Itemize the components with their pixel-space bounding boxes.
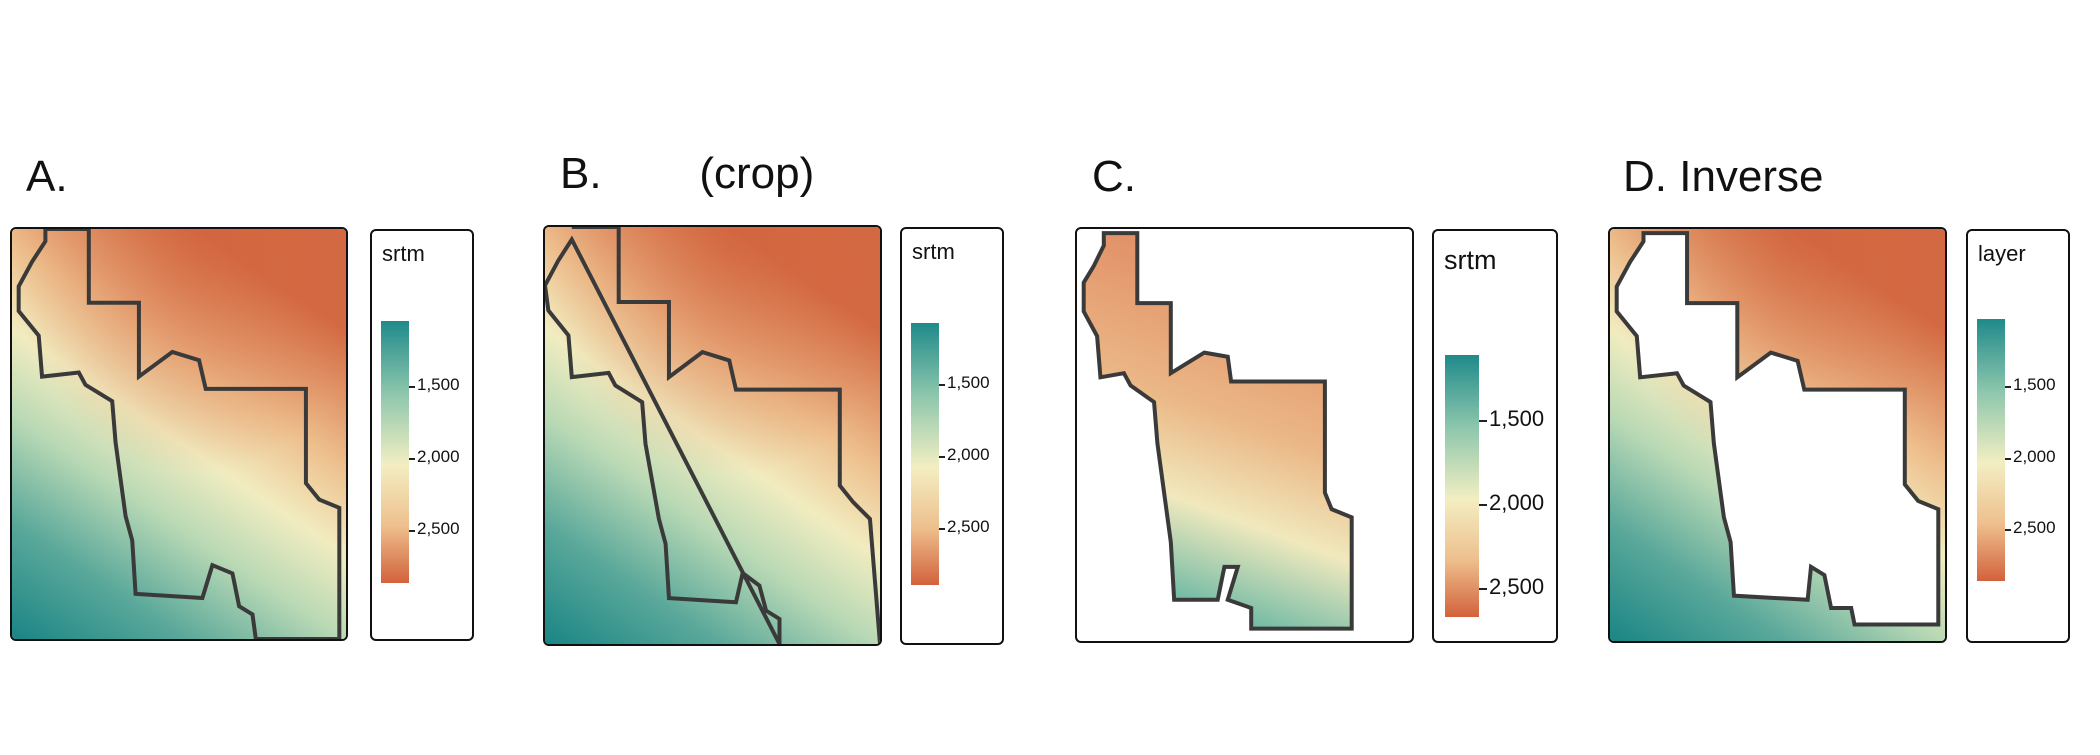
legend-tick bbox=[939, 528, 945, 530]
legend-title: layer bbox=[1978, 241, 2026, 266]
park-boundary-outline bbox=[545, 227, 880, 644]
legend-tick bbox=[939, 384, 945, 386]
legend-title: srtm bbox=[912, 239, 955, 264]
panel-c-title: C. bbox=[1092, 152, 1136, 201]
legend-label: 1,500 bbox=[2013, 375, 2056, 394]
panel-b-map bbox=[543, 225, 882, 646]
panel-b-elevation-raster bbox=[545, 227, 880, 644]
legend-label: 2,500 bbox=[417, 519, 460, 538]
park-boundary-outline bbox=[1084, 233, 1352, 629]
legend-tick bbox=[409, 458, 415, 460]
legend-label: 2,000 bbox=[1489, 490, 1545, 515]
panel-d-map bbox=[1608, 227, 1947, 643]
legend-tick bbox=[2005, 529, 2011, 531]
panel-c-map bbox=[1075, 227, 1414, 643]
legend-tick bbox=[1479, 588, 1487, 590]
panel-a-legend: srtm 1,500 2,000 2,500 bbox=[370, 229, 474, 641]
legend-tick bbox=[2005, 458, 2011, 460]
legend-title: srtm bbox=[382, 241, 425, 266]
legend-label: 2,500 bbox=[2013, 518, 2056, 537]
legend-title: srtm bbox=[1444, 245, 1497, 275]
panel-d-inverse-raster bbox=[1610, 229, 1945, 641]
legend-color-ramp bbox=[381, 321, 409, 583]
legend-tick bbox=[409, 530, 415, 532]
legend-tick bbox=[409, 386, 415, 388]
legend-tick bbox=[1479, 420, 1487, 422]
legend-label: 1,500 bbox=[1489, 406, 1545, 431]
legend-label: 2,000 bbox=[2013, 447, 2056, 466]
legend-label: 1,500 bbox=[947, 373, 990, 392]
legend-tick bbox=[1479, 504, 1487, 506]
legend-color-ramp bbox=[1445, 355, 1479, 617]
legend-tick bbox=[2005, 386, 2011, 388]
legend-label: 2,000 bbox=[947, 445, 990, 464]
legend-label: 1,500 bbox=[417, 375, 460, 394]
panel-a-title: A. bbox=[26, 152, 68, 201]
panel-c-legend: srtm 1,500 2,000 2,500 bbox=[1432, 229, 1558, 643]
panel-a-map bbox=[10, 227, 348, 641]
panel-a-elevation-raster bbox=[12, 229, 346, 639]
panel-b-title: B. (crop) bbox=[560, 149, 815, 198]
legend-tick bbox=[939, 456, 945, 458]
panel-d-title: D. Inverse bbox=[1623, 152, 1824, 201]
legend-label: 2,000 bbox=[417, 447, 460, 466]
park-boundary-mask bbox=[1617, 233, 1939, 624]
legend-label: 2,500 bbox=[947, 517, 990, 536]
panel-c-masked-raster bbox=[1077, 229, 1412, 641]
panel-d-legend: layer 1,500 2,000 2,500 bbox=[1966, 229, 2070, 643]
panel-b-legend: srtm 1,500 2,000 2,500 bbox=[900, 227, 1004, 645]
legend-label: 2,500 bbox=[1489, 574, 1545, 599]
legend-color-ramp bbox=[911, 323, 939, 585]
park-boundary-outline bbox=[19, 229, 340, 639]
legend-color-ramp bbox=[1977, 319, 2005, 581]
